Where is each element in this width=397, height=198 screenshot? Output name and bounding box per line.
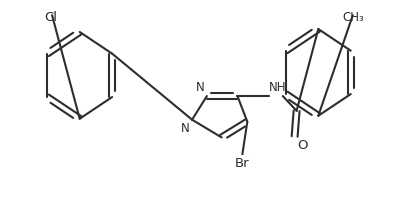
Text: CH₃: CH₃	[342, 11, 364, 24]
Text: N: N	[196, 81, 205, 94]
Text: NH: NH	[269, 81, 287, 94]
Text: Cl: Cl	[44, 11, 57, 24]
Text: Br: Br	[235, 157, 250, 170]
Text: N: N	[181, 122, 190, 135]
Text: O: O	[298, 139, 308, 152]
